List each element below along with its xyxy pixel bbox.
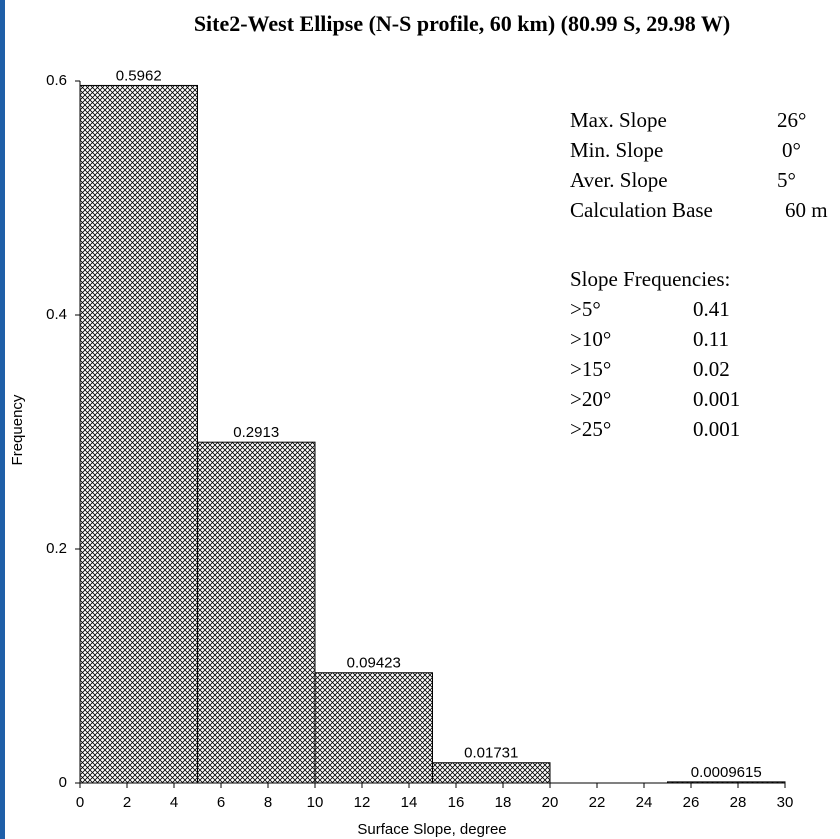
bar — [197, 441, 316, 784]
x-tick-label: 6 — [217, 794, 225, 811]
y-tick-label: 0.4 — [46, 306, 67, 323]
stat-value: 26° — [777, 108, 806, 132]
y-axis-label: Frequency — [9, 394, 26, 465]
bar — [314, 672, 433, 784]
frequencies-title: Slope Frequencies: — [570, 267, 730, 291]
y-tick-label: 0 — [59, 774, 67, 791]
stat-label: Calculation Base — [570, 198, 713, 222]
frequency-value: 0.41 — [693, 297, 730, 321]
x-tick-label: 20 — [542, 794, 559, 811]
value-label: 0.2913 — [233, 424, 279, 441]
frequency-label: >10° — [570, 327, 611, 351]
stat-value: 0° — [782, 138, 801, 162]
y-tick-label: 0.6 — [46, 72, 67, 89]
x-tick-label: 30 — [777, 794, 794, 811]
stat-value: 5° — [777, 168, 796, 192]
frequency-label: >15° — [570, 357, 611, 381]
chart-title: Site2-West Ellipse (N-S profile, 60 km) … — [194, 11, 730, 36]
x-tick-label: 2 — [123, 794, 131, 811]
bar — [79, 84, 198, 784]
x-tick-label: 10 — [307, 794, 324, 811]
value-label: 0.5962 — [116, 67, 162, 84]
stat-label: Max. Slope — [570, 108, 667, 132]
x-tick-label: 24 — [636, 794, 653, 811]
value-label: 0.0009615 — [691, 764, 762, 781]
frequency-value: 0.11 — [693, 327, 729, 351]
x-tick-label: 14 — [401, 794, 418, 811]
frequency-value: 0.001 — [693, 387, 740, 411]
x-tick-label: 12 — [354, 794, 371, 811]
frequency-label: >5° — [570, 297, 601, 321]
stat-label: Min. Slope — [570, 138, 663, 162]
x-tick-label: 22 — [589, 794, 606, 811]
x-tick-label: 26 — [683, 794, 700, 811]
x-tick-label: 8 — [264, 794, 272, 811]
frequency-value: 0.02 — [693, 357, 730, 381]
x-tick-label: 4 — [170, 794, 178, 811]
frequency-value: 0.001 — [693, 417, 740, 441]
stat-label: Aver. Slope — [570, 168, 668, 192]
value-label: 0.01731 — [464, 745, 518, 762]
frequency-label: >20° — [570, 387, 611, 411]
stat-value: 60 m — [785, 198, 828, 222]
x-tick-label: 0 — [76, 794, 84, 811]
frequency-label: >25° — [570, 417, 611, 441]
x-tick-label: 16 — [448, 794, 465, 811]
x-tick-label: 18 — [495, 794, 512, 811]
value-label: 0.09423 — [347, 655, 401, 672]
y-tick-label: 0.2 — [46, 540, 67, 557]
bar — [432, 762, 551, 784]
x-tick-label: 28 — [730, 794, 747, 811]
x-axis-label: Surface Slope, degree — [357, 821, 506, 838]
